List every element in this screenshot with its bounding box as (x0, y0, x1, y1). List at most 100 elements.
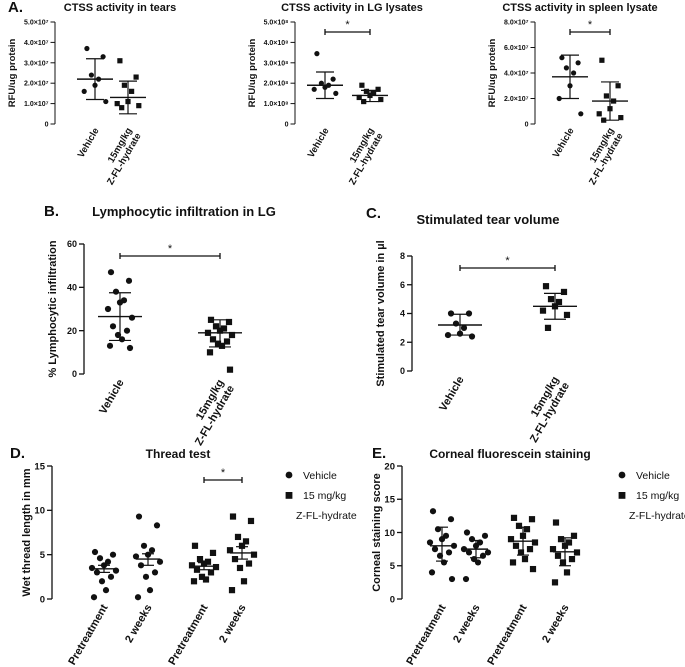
y-tick-label: 0 (285, 121, 289, 128)
data-point-circle (93, 569, 101, 576)
series-group (533, 283, 577, 331)
y-axis-label: RFU/ug protein (7, 39, 18, 108)
y-tick-label: 3.0×10⁸ (264, 60, 289, 67)
y-tick-label: 0 (45, 121, 49, 128)
x-tick-label: Pretreatment (66, 602, 110, 667)
data-point-square (129, 88, 135, 94)
series-group (307, 51, 343, 100)
x-tick-label: 2 weeks (451, 603, 482, 646)
data-point-circle (429, 508, 437, 515)
data-point-circle (109, 323, 117, 330)
series-group (438, 310, 482, 340)
chart-title: Lymphocytic infiltration in LG (92, 204, 276, 219)
x-tick-label: 15mg/kgZ-FL-hydrate (183, 378, 237, 448)
data-point-square (250, 551, 258, 558)
data-point-square (559, 559, 567, 566)
data-point-circle (106, 342, 114, 349)
data-point-square (529, 565, 537, 573)
data-point-circle (100, 54, 106, 60)
data-point-square (378, 96, 384, 103)
data-point-circle (481, 532, 489, 539)
data-point-circle (156, 558, 164, 565)
data-point-square (554, 552, 562, 559)
panel-e: E. Corneal fluorescein staining 0 5 10 15 20Co… (371, 445, 685, 667)
data-point-square (570, 532, 578, 539)
data-point-square (549, 546, 557, 553)
data-point-circle (104, 305, 112, 313)
data-point-square (517, 549, 525, 556)
y-tick-label: 8 (400, 251, 405, 261)
data-point-square (228, 331, 236, 339)
data-point-circle (426, 539, 434, 546)
data-point-circle (104, 558, 112, 565)
data-point-square (229, 513, 237, 520)
data-point-square (121, 82, 127, 88)
data-point-square (209, 549, 217, 556)
data-point-square (231, 556, 239, 563)
series-group (592, 57, 628, 123)
y-axis-label: Corneal staining score (371, 473, 383, 592)
data-point-circle (84, 45, 90, 52)
data-point-square (565, 539, 573, 546)
data-point-square (218, 342, 226, 349)
chart-title: Thread test (146, 447, 211, 461)
data-point-square (198, 573, 206, 580)
data-point-square (114, 101, 120, 107)
data-point-circle (575, 60, 581, 66)
data-point-circle (474, 559, 482, 566)
data-point-square (356, 94, 362, 101)
chart-title: CTSS activity in LG lysates (281, 2, 423, 14)
series-group (552, 54, 588, 117)
data-point-circle (465, 310, 473, 317)
data-point-circle (146, 587, 154, 594)
data-point-circle (314, 51, 320, 57)
panel-letter: B. (44, 203, 59, 220)
data-point-circle (571, 70, 577, 76)
y-tick-label: 4.0×10⁸ (264, 40, 289, 47)
y-tick-label: 20 (67, 326, 77, 336)
x-tick-label-line: Pretreatment (66, 602, 110, 667)
data-point-circle (142, 573, 150, 580)
legend-label: Z-FL-hydrate (296, 510, 357, 522)
series-group (88, 548, 120, 601)
x-tick-label: 15mg/kgZ-FL-hydrate (96, 126, 144, 187)
series-group (507, 514, 539, 573)
legend-marker-circle (618, 471, 626, 479)
data-point-circle (96, 555, 104, 562)
series-group (426, 508, 458, 583)
legend: Vehicle 15 mg/kg Z-FL-hydrate (618, 470, 685, 522)
data-point-square (555, 298, 563, 306)
data-point-square (136, 103, 142, 109)
y-tick-label: 1.0×10⁷ (24, 101, 49, 108)
data-point-square (507, 536, 515, 543)
data-point-square (375, 86, 381, 92)
data-point-circle (135, 513, 143, 520)
data-point-square (526, 546, 534, 553)
x-tick-label: 2 weeks (540, 603, 571, 646)
data-point-square (523, 526, 531, 533)
data-point-square (188, 562, 196, 569)
x-tick-label: 2 weeks (123, 603, 154, 646)
data-point-square (196, 556, 204, 563)
data-point-square (509, 559, 517, 566)
data-point-square (563, 569, 571, 576)
legend-label: 15 mg/kg (303, 490, 346, 502)
data-point-square (209, 336, 217, 343)
data-point-square (226, 547, 234, 554)
panel-c: C. Stimulated tear volume 0 2 4 6 8 Stimulated … (366, 205, 577, 445)
x-tick-label: 15mg/kgZ-FL-hydrate (518, 375, 572, 445)
data-point-square (557, 536, 565, 543)
data-point-square (539, 307, 547, 314)
data-point-square (234, 533, 242, 541)
data-point-circle (98, 578, 106, 585)
data-point-circle (90, 594, 98, 601)
y-tick-label: 8.0×10⁷ (504, 19, 529, 26)
panel-b: B. Lymphocytic infiltration in LG 0 20 40 60%… (44, 203, 276, 448)
y-tick-label: 15 (384, 495, 395, 506)
data-point-circle (330, 76, 336, 82)
series-group (132, 513, 164, 601)
y-tick-label: 40 (67, 282, 77, 292)
x-tick-label: Pretreatment (485, 602, 529, 667)
data-point-square (551, 579, 559, 586)
x-tick-label-line: 2 weeks (451, 603, 482, 646)
